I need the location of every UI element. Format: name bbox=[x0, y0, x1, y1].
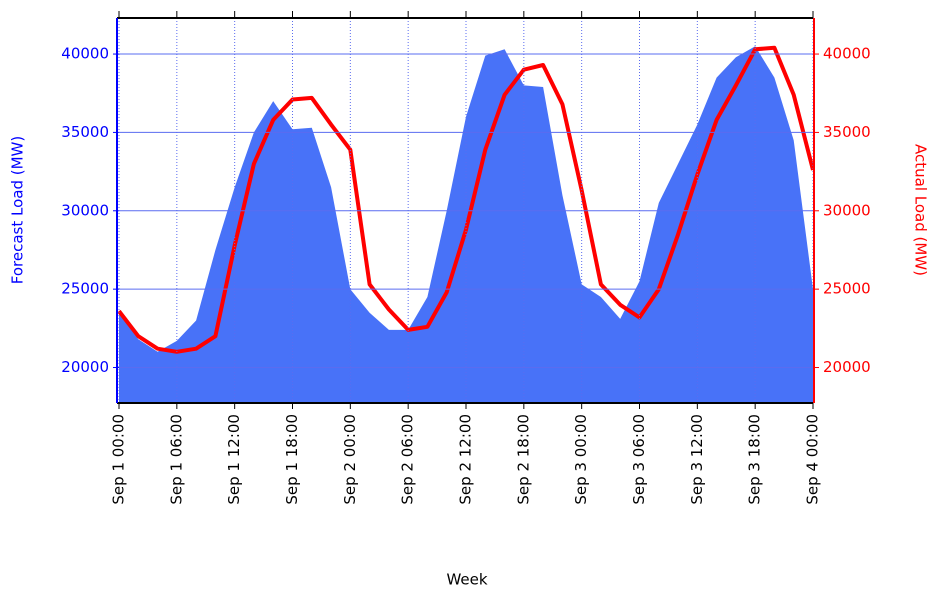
y2-tick-label: 20000 bbox=[823, 358, 871, 376]
x-tick-label: Sep 4 00:00 bbox=[804, 414, 822, 505]
x-tick-label: Sep 1 06:00 bbox=[167, 414, 185, 505]
y2-tick-label: 30000 bbox=[823, 201, 871, 219]
y-tick-label: 25000 bbox=[61, 280, 109, 298]
y-tick-label: 20000 bbox=[61, 358, 109, 376]
y-tick-label: 35000 bbox=[61, 123, 109, 141]
x-tick-label: Sep 2 18:00 bbox=[514, 414, 532, 505]
x-tick-label: Sep 1 00:00 bbox=[110, 414, 128, 505]
x-tick-label: Sep 1 18:00 bbox=[283, 414, 301, 505]
x-tick-label: Sep 3 18:00 bbox=[746, 414, 764, 505]
y2-tick-label: 25000 bbox=[823, 280, 871, 298]
x-tick-label: Sep 2 06:00 bbox=[399, 414, 417, 505]
x-tick-label: Sep 2 00:00 bbox=[341, 414, 359, 505]
x-tick-label: Sep 3 12:00 bbox=[688, 414, 706, 505]
x-tick-label: Sep 3 00:00 bbox=[572, 414, 590, 505]
x-tick-label: Sep 1 12:00 bbox=[225, 414, 243, 505]
y-tick-label: 30000 bbox=[61, 201, 109, 219]
x-axis-title: Week bbox=[446, 571, 487, 589]
y2-tick-label: 35000 bbox=[823, 123, 871, 141]
y2-tick-label: 40000 bbox=[823, 45, 871, 63]
y2-axis-title: Actual Load (MW) bbox=[912, 144, 930, 276]
y-axis-title: Forecast Load (MW) bbox=[9, 136, 27, 284]
x-tick-label: Sep 2 12:00 bbox=[457, 414, 475, 505]
y-tick-label: 40000 bbox=[61, 45, 109, 63]
x-tick-label: Sep 3 06:00 bbox=[630, 414, 648, 505]
